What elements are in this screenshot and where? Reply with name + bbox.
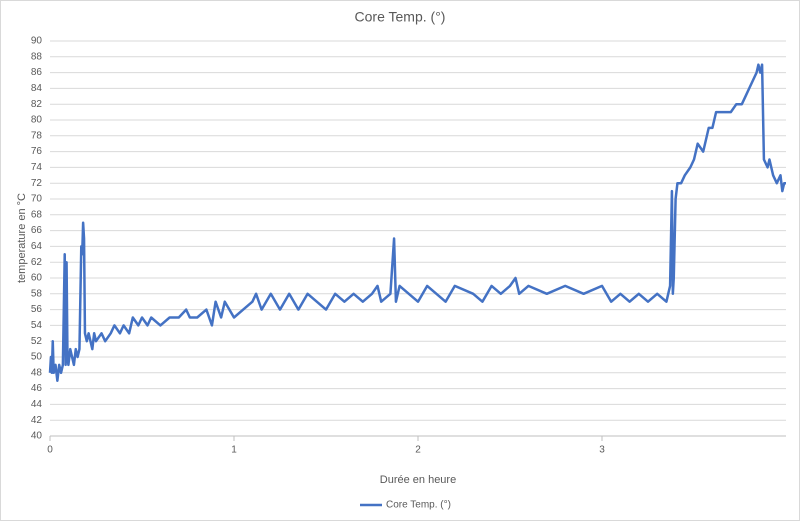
y-tick-label: 66 xyxy=(31,225,43,236)
y-tick-label: 48 xyxy=(31,367,43,378)
y-tick-label: 78 xyxy=(31,130,43,141)
y-tick-label: 58 xyxy=(31,288,43,299)
x-tick-label: 1 xyxy=(231,445,237,456)
y-tick-label: 76 xyxy=(31,146,43,157)
y-tick-label: 74 xyxy=(31,162,43,173)
legend-label: Core Temp. (°) xyxy=(386,500,451,511)
x-tick-label: 2 xyxy=(415,445,421,456)
y-tick-label: 52 xyxy=(31,336,43,347)
y-tick-label: 44 xyxy=(31,399,43,410)
y-tick-label: 64 xyxy=(31,241,43,252)
y-tick-label: 56 xyxy=(31,304,43,315)
y-axis-title: temperature en °C xyxy=(16,193,28,283)
y-tick-label: 40 xyxy=(31,431,43,442)
y-tick-label: 88 xyxy=(31,51,43,62)
y-tick-label: 80 xyxy=(31,115,43,126)
y-tick-label: 50 xyxy=(31,352,43,363)
y-tick-label: 82 xyxy=(31,99,43,110)
y-tick-label: 46 xyxy=(31,383,43,394)
x-axis-title: Durée en heure xyxy=(380,474,456,486)
y-tick-label: 54 xyxy=(31,320,43,331)
y-tick-label: 84 xyxy=(31,83,43,94)
y-tick-label: 90 xyxy=(31,36,43,47)
y-tick-label: 86 xyxy=(31,67,43,78)
y-tick-label: 68 xyxy=(31,209,43,220)
y-tick-label: 42 xyxy=(31,415,43,426)
x-tick-label: 0 xyxy=(47,445,53,456)
chart-title: Core Temp. (°) xyxy=(355,9,446,25)
y-tick-label: 72 xyxy=(31,178,43,189)
y-tick-label: 60 xyxy=(31,273,43,284)
y-tick-label: 62 xyxy=(31,257,43,268)
x-tick-label: 3 xyxy=(599,445,605,456)
data-line xyxy=(48,63,786,382)
y-tick-label: 70 xyxy=(31,194,43,205)
